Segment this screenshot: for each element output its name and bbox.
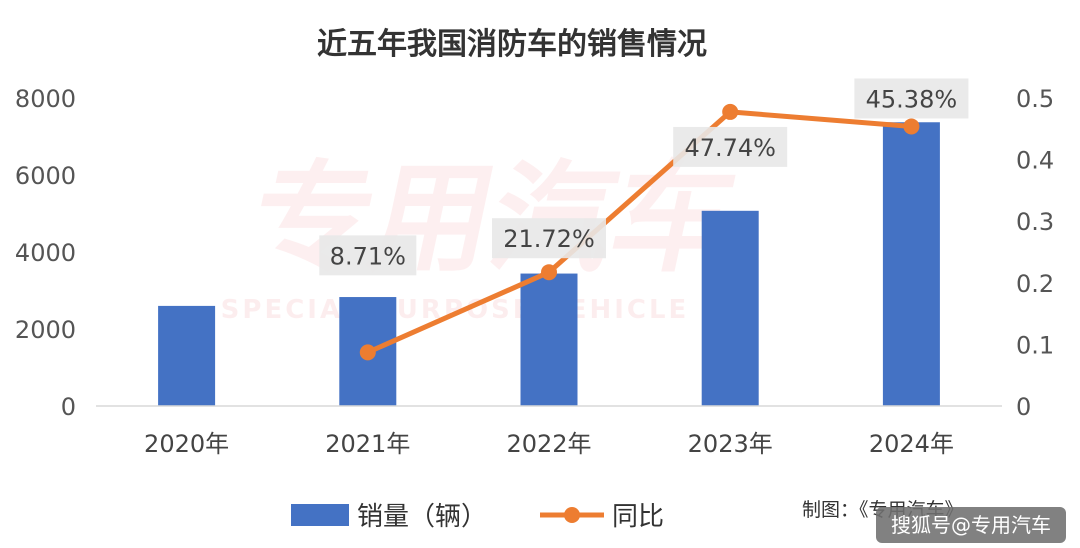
bar: [701, 210, 759, 406]
data-label: 47.74%: [684, 134, 776, 162]
source-badge-text: 搜狐号@专用汽车: [891, 513, 1051, 537]
legend: 销量（辆） 同比: [291, 502, 664, 532]
y-right-tick-label: 0.1: [1016, 331, 1054, 359]
legend-label-bar: 销量（辆）: [357, 502, 487, 532]
data-label: 21.72%: [503, 225, 595, 253]
data-label: 45.38%: [866, 85, 958, 113]
data-label-box: [492, 218, 606, 259]
line-point: [903, 118, 920, 135]
y-right-tick-label: 0.3: [1016, 208, 1054, 236]
x-tick-label: 2021年: [325, 430, 410, 458]
y-left-tick-label: 4000: [15, 239, 76, 267]
watermark-sub: SPECIAL PURPOSE VEHICLE: [221, 295, 690, 325]
bar: [158, 305, 216, 406]
line-point: [722, 103, 739, 120]
y-right-tick-label: 0.2: [1016, 270, 1054, 298]
data-label-box: [319, 235, 417, 276]
bar: [520, 273, 578, 406]
x-tick-label: 2023年: [688, 430, 773, 458]
legend-swatch-bar: [291, 504, 349, 526]
line-point: [541, 264, 557, 281]
data-label-box: [673, 126, 788, 167]
chart-title: 近五年我国消防车的销售情况: [317, 27, 707, 62]
y-right-tick-label: 0.4: [1016, 147, 1054, 175]
source-badge: [876, 507, 1066, 543]
x-tick-label: 2022年: [506, 430, 591, 458]
plot-area: 0 2000 4000 6000 8000 0 0.1 0.2 0.3 0.4 0.5 2020年 20…: [15, 78, 1054, 458]
bar: [882, 122, 940, 406]
legend-label-line: 同比: [612, 502, 664, 532]
data-label-box: [854, 78, 969, 119]
y-right-tick-label: 0.5: [1016, 85, 1054, 113]
series-line: [366, 109, 912, 355]
x-tick-label: 2024年: [869, 430, 954, 458]
legend-marker: [564, 507, 580, 523]
y-left-tick-label: 8000: [15, 85, 76, 113]
y-left-tick-label: 0: [61, 393, 76, 421]
data-label: 8.71%: [330, 242, 406, 270]
y-left-tick-label: 2000: [15, 316, 76, 344]
x-tick-label: 2020年: [144, 430, 229, 458]
y-right-tick-label: 0: [1016, 393, 1031, 421]
line-point: [359, 344, 376, 361]
y-left-tick-label: 6000: [15, 162, 76, 190]
